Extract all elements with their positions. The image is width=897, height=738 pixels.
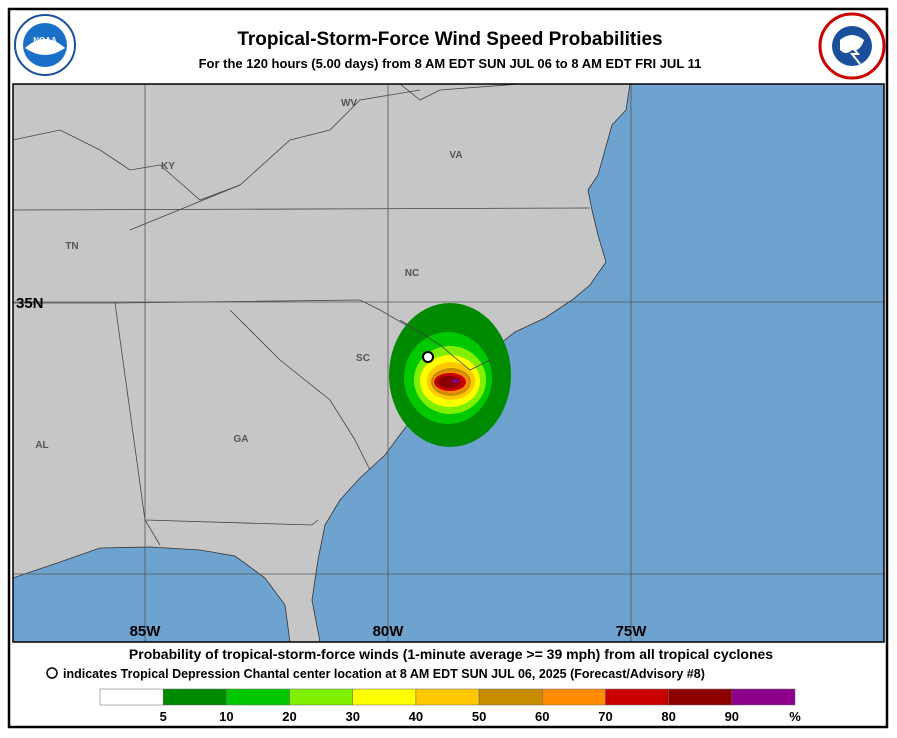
legend-swatch bbox=[289, 688, 353, 706]
legend-swatch bbox=[605, 688, 669, 706]
state-label: KY bbox=[161, 161, 175, 172]
legend-label: 40 bbox=[409, 709, 423, 724]
state-label: WV bbox=[341, 98, 357, 109]
legend-label: 70 bbox=[598, 709, 612, 724]
subtitle: For the 120 hours (5.00 days) from 8 AM … bbox=[199, 56, 702, 71]
state-label: GA bbox=[234, 434, 249, 445]
legend-swatch bbox=[478, 688, 543, 706]
center-symbol bbox=[46, 667, 58, 679]
legend-label: 90 bbox=[725, 709, 739, 724]
state-label: SC bbox=[356, 353, 370, 364]
legend-label: 30 bbox=[345, 709, 359, 724]
legend-unit: % bbox=[789, 709, 801, 724]
legend-swatch bbox=[226, 688, 290, 706]
map bbox=[13, 84, 884, 642]
legend-label: 50 bbox=[472, 709, 486, 724]
footer-line2: indicates Tropical Depression Chantal ce… bbox=[63, 667, 705, 681]
legend-label: 20 bbox=[282, 709, 296, 724]
state-label: AL bbox=[35, 440, 48, 451]
legend-swatch bbox=[731, 688, 796, 706]
legend-label: 10 bbox=[219, 709, 233, 724]
footer-line1: Probability of tropical-storm-force wind… bbox=[129, 646, 773, 662]
nws-logo bbox=[818, 12, 886, 80]
svg-text:NOAA: NOAA bbox=[33, 36, 57, 45]
lat-label: 35N bbox=[16, 295, 44, 312]
legend-swatch bbox=[415, 688, 480, 706]
noaa-logo: NOAA bbox=[14, 14, 76, 76]
lon-label: 80W bbox=[373, 623, 405, 640]
title: Tropical-Storm-Force Wind Speed Probabil… bbox=[237, 29, 662, 50]
legend-swatch bbox=[352, 688, 417, 706]
legend-label: 5 bbox=[160, 709, 167, 724]
map-border bbox=[12, 83, 885, 643]
lon-label: 75W bbox=[616, 623, 648, 640]
legend-swatch bbox=[162, 688, 227, 706]
legend-swatch bbox=[668, 688, 733, 706]
storm-center bbox=[422, 351, 434, 363]
state-label: NC bbox=[405, 268, 419, 279]
state-label: VA bbox=[449, 150, 462, 161]
lon-label: 85W bbox=[130, 623, 162, 640]
legend-label: 80 bbox=[661, 709, 675, 724]
state-label: TN bbox=[65, 241, 78, 252]
legend-swatch bbox=[99, 688, 164, 706]
legend-swatch bbox=[542, 688, 606, 706]
legend-label: 60 bbox=[535, 709, 549, 724]
